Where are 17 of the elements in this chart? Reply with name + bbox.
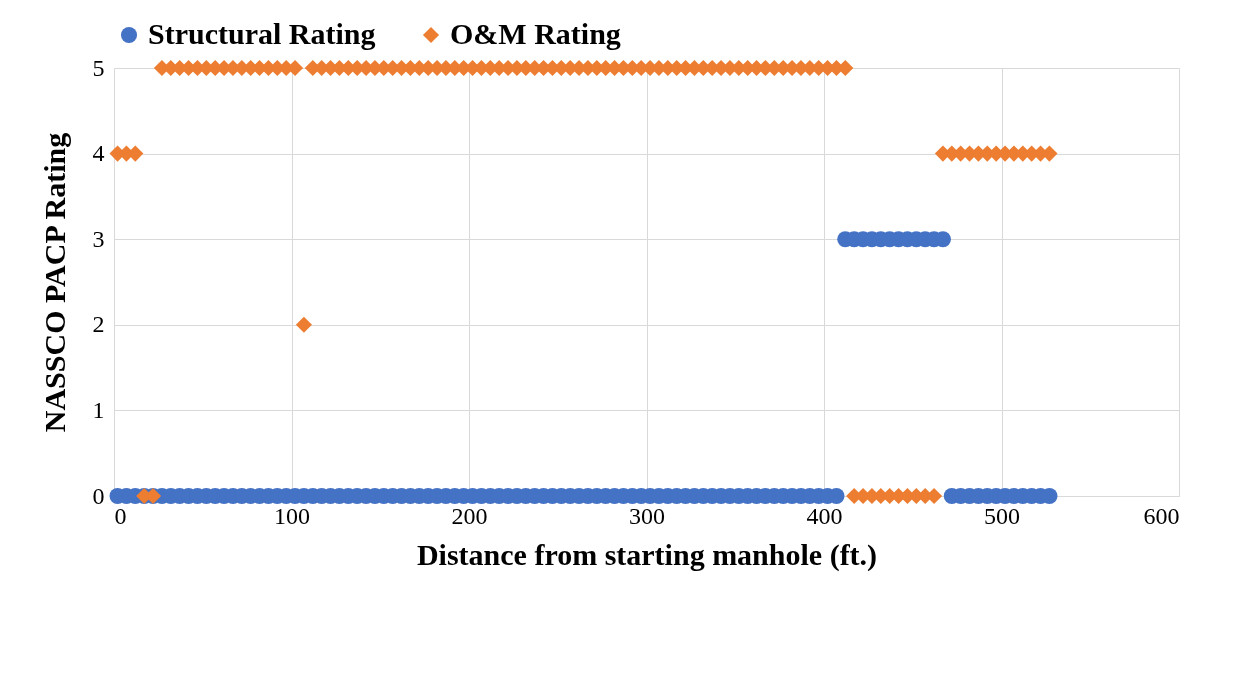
x-tick-label: 400 — [806, 502, 843, 529]
y-tick-label: 0 — [92, 482, 105, 509]
x-tick-label: 500 — [984, 502, 1020, 529]
y-tick-label: 2 — [92, 311, 105, 338]
y-tick-label: 1 — [92, 396, 105, 423]
legend-label: O&M Rating — [450, 17, 621, 50]
y-tick-label: 5 — [92, 54, 105, 81]
y-tick-label: 3 — [92, 225, 105, 252]
legend-label: Structural Rating — [148, 17, 376, 50]
x-tick-label: 0 — [114, 502, 127, 529]
x-tick-label: 200 — [451, 502, 488, 529]
x-tick-label: 100 — [274, 502, 310, 529]
x-tick-label: 300 — [629, 502, 665, 529]
x-tick-label: 600 — [1143, 502, 1180, 529]
y-tick-label: 4 — [92, 140, 105, 167]
y-axis-title: NASSCO PACP Rating — [37, 132, 71, 433]
x-axis-title: Distance from starting manhole (ft.) — [416, 537, 878, 572]
